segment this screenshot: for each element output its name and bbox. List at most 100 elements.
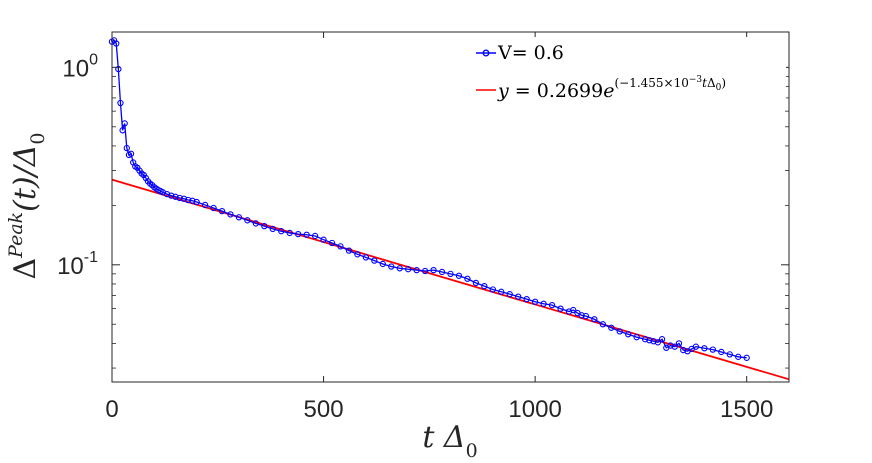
data-point [616,328,623,335]
legend: V= 0.6 y = 0.2699e(−1.455×10−3tΔ0) [472,37,786,107]
legend-fit-exp-sup: −3 [689,75,703,85]
data-point [726,351,733,358]
data-point [193,198,200,206]
legend-entry-data: V= 0.6 [476,42,564,64]
data-point [123,144,130,152]
data-point [371,257,378,264]
x-tick-label: 500 [304,396,344,423]
data-point [625,331,632,338]
data-point [362,254,370,261]
legend-fit-e: e [603,80,614,102]
y-axis-label-sub: 0 [27,132,49,144]
data-point [582,312,590,320]
plot-frame [111,31,790,383]
x-axis-label-sub: 0 [466,440,478,462]
data-point [498,288,505,295]
data-point [455,272,463,279]
x-tick-label: 1000 [508,396,561,423]
data-point [311,232,319,240]
y-axis-label-sup: Peak [5,212,27,259]
data-point [405,266,412,273]
y-tick-label-base: 10 [57,253,84,280]
data-series-layer [108,37,750,361]
data-point [354,251,361,258]
data-point [709,346,716,353]
data-point [506,291,513,298]
data-point [396,265,403,272]
data-point [735,353,742,360]
y-tick-label-base: 10 [62,55,89,82]
data-point [345,247,353,254]
data-point [121,120,128,127]
data-point [430,266,437,274]
x-tick-label: 1500 [720,396,773,423]
data-point [379,260,386,268]
data-point [117,99,124,107]
data-point [591,316,598,323]
data-point [523,296,530,303]
legend-entry-fit: y = 0.2699e(−1.455×10−3tΔ0) [476,75,726,102]
data-point [185,196,192,204]
data-point [227,211,234,218]
data-point [119,127,126,134]
data-point [608,324,615,331]
legend-fit-eq: = 0.2699 [509,80,603,102]
data-point [718,348,725,356]
data-point [295,230,302,238]
data-point [201,201,209,209]
data-point [464,275,471,282]
data-point [413,266,420,274]
data-point [261,222,268,230]
legend-fit-exp-close: ) [721,76,726,90]
y-tick-label: 100 [62,51,98,82]
data-point [531,298,539,305]
data-point [680,346,687,354]
y-axis-label-post: (t)/Δ [8,145,43,212]
data-point [189,197,196,204]
data-point [667,342,674,349]
data-point [650,338,657,345]
legend-fit-exp-sub: 0 [716,83,722,93]
data-point [646,337,653,344]
legend-fit-exp-delta: Δ [707,76,716,90]
data-point [481,282,488,290]
data-point [210,204,217,212]
legend-fit-y: y [497,80,509,102]
data-point [641,336,649,343]
data-point [328,239,336,247]
data-point [115,65,122,73]
data-point [540,300,547,307]
legend-data-label: V= 0.6 [497,42,564,64]
data-point [113,40,120,47]
data-point [337,243,344,250]
data-point [278,228,285,235]
data-point [269,225,276,233]
y-tick-label-exponent: -1 [84,249,98,266]
x-axis-label-main: t Δ [422,420,465,455]
data-point [472,279,480,287]
data-point [548,301,556,309]
data-point [218,207,226,215]
data-point [244,217,251,224]
legend-fit-exp-open: (−1.455×10 [614,76,688,90]
data-point [447,270,454,277]
data-point [320,236,327,243]
legend-box [472,37,786,107]
data-point [286,229,293,237]
data-point [599,321,606,328]
data-point [176,194,183,202]
y-axis-label-pre: Δ [8,258,43,280]
data-point [515,293,522,300]
data-point [557,305,564,312]
data-point [489,286,496,293]
data-point [692,343,700,350]
data-point [252,220,260,227]
data-point [675,340,683,347]
x-axis-label: t Δ0 [422,420,477,462]
data-point [168,192,175,199]
data-point [172,193,179,200]
x-tick-label: 0 [105,396,118,423]
data-point [303,231,310,238]
